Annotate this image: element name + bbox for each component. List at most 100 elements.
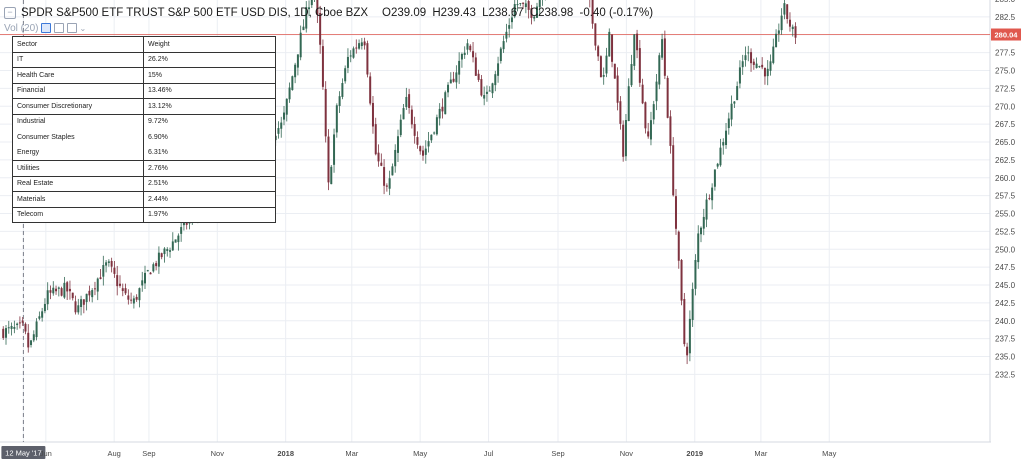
x-tick-label: Jun	[40, 449, 52, 458]
candle-body	[691, 288, 694, 320]
chevron-down-icon[interactable]: ⌄	[79, 23, 87, 33]
candle-body	[102, 265, 105, 277]
candle-body	[383, 167, 386, 186]
candle-body	[794, 26, 797, 38]
y-tick-label: 242.5	[995, 299, 1016, 308]
candle-body	[57, 287, 60, 289]
candle-body	[508, 25, 511, 29]
candle-body	[538, 0, 541, 8]
change-value: -0.40 (-0.17%)	[579, 7, 654, 19]
candle-body	[46, 290, 49, 305]
candle-body	[82, 299, 85, 305]
candle-body	[755, 63, 758, 68]
x-tick-label: May	[413, 449, 427, 458]
candle-body	[766, 68, 769, 77]
candle-body	[688, 318, 691, 354]
candle-body	[118, 283, 121, 286]
candle-body	[686, 346, 689, 356]
candle-body	[788, 19, 791, 27]
table-row: Real Estate 2.51%	[12, 175, 276, 192]
candle-body	[185, 221, 188, 225]
weight-cell: 13.46%	[143, 82, 276, 99]
eye-icon[interactable]	[41, 23, 52, 33]
candle-body	[613, 63, 616, 79]
candle-body	[424, 148, 427, 155]
candle-body	[708, 198, 711, 200]
candle-body	[16, 323, 19, 326]
candle-body	[288, 87, 291, 100]
sector-cell: Energy	[12, 145, 144, 161]
close-icon[interactable]	[67, 23, 78, 33]
candle-body	[38, 316, 41, 319]
y-tick-label: 232.5	[995, 370, 1016, 379]
candle-body	[702, 216, 705, 229]
x-tick-label: 2019	[686, 449, 703, 458]
candle-body	[160, 253, 163, 258]
candle-body	[750, 52, 753, 64]
candle-body	[413, 124, 416, 136]
y-tick-label: 250.0	[995, 245, 1016, 254]
sector-cell: Utilities	[12, 160, 144, 177]
candle-body	[171, 241, 174, 251]
candle-body	[124, 288, 127, 294]
table-row: Utilities 2.76%	[12, 160, 276, 177]
candle-body	[377, 152, 380, 162]
candle-body	[113, 267, 116, 274]
candle-body	[683, 299, 686, 345]
y-tick-label: 260.0	[995, 174, 1016, 183]
candle-body	[60, 288, 63, 296]
candle-body	[630, 64, 633, 86]
candle-body	[494, 74, 497, 86]
candle-body	[93, 288, 96, 290]
candle-body	[677, 231, 680, 261]
candle-body	[174, 239, 177, 243]
candle-body	[497, 63, 500, 76]
candle-body	[680, 259, 683, 301]
candle-body	[366, 43, 369, 75]
low-value: L238.67	[482, 7, 524, 19]
candle-body	[105, 262, 108, 266]
candle-body	[52, 287, 55, 294]
candle-body	[96, 278, 99, 292]
candle-body	[661, 39, 664, 58]
candle-body	[738, 67, 741, 84]
candle-body	[649, 120, 652, 140]
candle-body	[466, 43, 469, 50]
y-tick-label: 282.5	[995, 13, 1016, 22]
candle-body	[769, 61, 772, 71]
y-tick-label: 275.0	[995, 67, 1016, 76]
candle-body	[321, 46, 324, 87]
x-tick-label: Nov	[211, 449, 225, 458]
settings-icon[interactable]	[54, 23, 65, 33]
y-tick-label: 272.5	[995, 84, 1016, 93]
candle-body	[399, 119, 402, 136]
weight-cell: 26.2%	[143, 51, 276, 68]
candle-body	[116, 275, 119, 287]
candle-body	[74, 301, 77, 313]
candle-body	[341, 83, 344, 97]
sector-weight-table: Sector Weight IT 26.2% Health Care 15% Financi…	[12, 36, 276, 223]
candle-body	[722, 142, 725, 146]
candle-body	[480, 79, 483, 96]
candle-body	[624, 120, 627, 157]
candle-body	[655, 81, 658, 102]
candle-body	[669, 116, 672, 146]
candle-body	[155, 263, 158, 267]
candle-body	[346, 56, 349, 68]
candle-body	[591, 0, 594, 24]
weight-cell: 15%	[143, 67, 276, 84]
weight-cell: 2.76%	[143, 160, 276, 177]
candle-body	[433, 132, 436, 134]
candle-body	[780, 15, 783, 31]
table-row: Financial 13.46%	[12, 82, 276, 99]
collapse-icon[interactable]: −	[4, 7, 16, 19]
candle-body	[535, 6, 538, 18]
candle-body	[419, 146, 422, 152]
x-tick-label: May	[822, 449, 836, 458]
candle-body	[13, 327, 16, 329]
candle-body	[146, 270, 149, 272]
candle-body	[763, 67, 766, 77]
candle-body	[636, 33, 639, 51]
candle-body	[152, 264, 155, 272]
candle-body	[277, 128, 280, 134]
